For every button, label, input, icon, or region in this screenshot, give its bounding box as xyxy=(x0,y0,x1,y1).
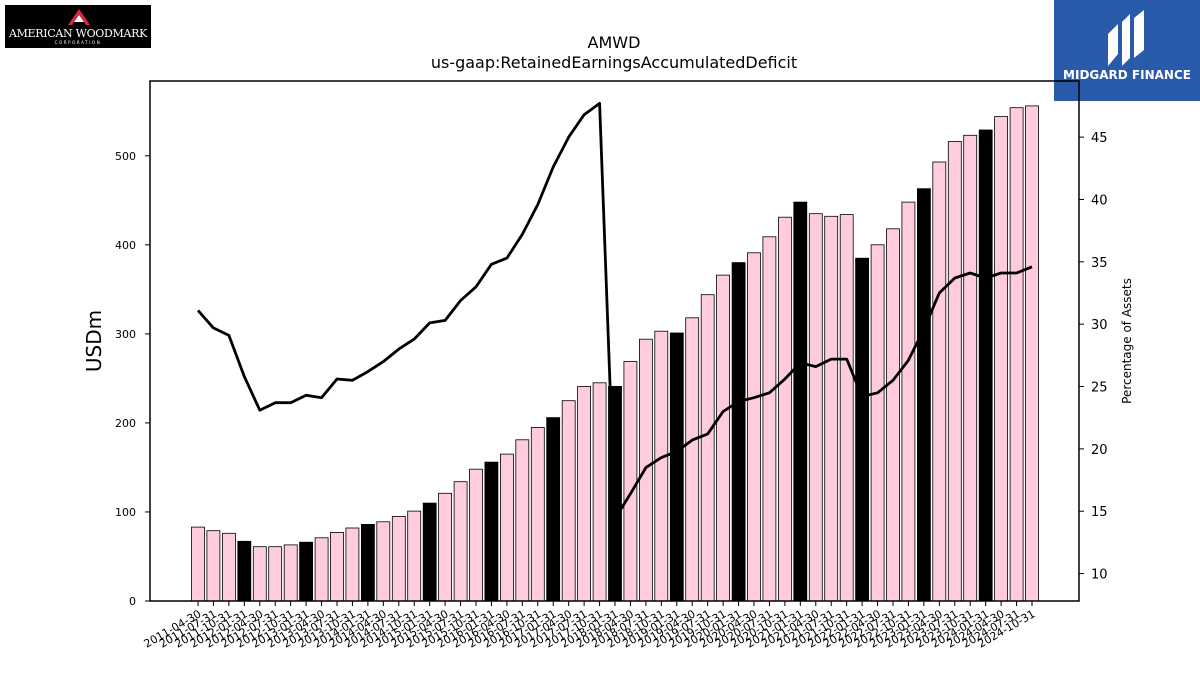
bar-2011-10-31 xyxy=(221,532,236,602)
left-logo-text: AMERICAN WOODMARK xyxy=(8,27,148,40)
bar-2016-10-31 xyxy=(530,426,545,602)
y-tick-label: 0 xyxy=(129,595,136,608)
bar-2017-01-31 xyxy=(546,417,561,602)
y-tick-label: 500 xyxy=(115,150,136,163)
bar-2022-01-31 xyxy=(855,257,869,602)
bar-2020-01-31 xyxy=(731,262,746,602)
bar-2022-07-31 xyxy=(886,228,900,602)
bar-2014-07-31 xyxy=(391,516,406,602)
bar-2020-07-31 xyxy=(762,236,777,602)
bar-2023-04-30 xyxy=(932,161,947,602)
bar-2017-04-30 xyxy=(561,400,576,602)
house-roof-icon xyxy=(68,9,90,25)
bar-2014-04-30 xyxy=(376,521,391,602)
bar-2024-10-31 xyxy=(1025,105,1039,602)
bar-2016-04-30 xyxy=(499,453,514,602)
bar-2013-10-31 xyxy=(345,527,360,602)
bar-2013-01-31 xyxy=(299,541,314,602)
bar-2018-10-31 xyxy=(654,330,669,602)
left-logo-subtext: CORPORATION xyxy=(54,40,102,45)
bar-2014-10-31 xyxy=(407,510,422,602)
bar-2024-01-31 xyxy=(978,129,993,602)
bar-2012-10-31 xyxy=(283,544,298,602)
bar-2015-01-31 xyxy=(422,502,437,602)
bar-2012-07-31 xyxy=(268,546,283,602)
y-tick-label: 300 xyxy=(115,328,136,341)
bar-2022-04-30 xyxy=(870,244,885,602)
bar-2024-04-30 xyxy=(994,116,1008,602)
y-tick-label: 100 xyxy=(115,506,136,519)
y-tick-label: 400 xyxy=(115,239,136,252)
bar-2021-01-31 xyxy=(793,201,808,602)
bar-2012-04-30 xyxy=(252,546,267,602)
bar-2019-01-31 xyxy=(669,332,684,602)
bar-2015-07-31 xyxy=(453,481,468,602)
bar-2023-07-31 xyxy=(947,141,962,602)
bar-2019-07-31 xyxy=(700,294,715,602)
bar-2013-07-31 xyxy=(330,532,344,602)
bar-2021-04-30 xyxy=(808,213,823,602)
bar-2020-04-30 xyxy=(747,252,761,602)
midgard-finance-logo: MIDGARD FINANCE xyxy=(1054,0,1200,101)
right-logo-text: MIDGARD FINANCE xyxy=(1063,68,1191,82)
y2-tick-label: 15 xyxy=(1091,505,1108,520)
bar-2015-04-30 xyxy=(438,492,453,602)
y2-tick-label: 10 xyxy=(1091,568,1108,583)
y2-tick-label: 45 xyxy=(1091,131,1108,146)
y2-tick-label: 25 xyxy=(1091,381,1108,396)
bar-2023-01-31 xyxy=(917,188,931,602)
midgard-emblem-icon xyxy=(1108,10,1144,66)
bar-2023-10-31 xyxy=(963,134,978,602)
bar-2020-10-31 xyxy=(778,216,792,602)
bar-2015-10-31 xyxy=(469,468,483,602)
chart-title: AMWD xyxy=(588,33,641,52)
y-axis-right: 10 15 20 25 30 35 40 45 xyxy=(1079,131,1108,583)
bar-2022-10-31 xyxy=(901,201,916,602)
bar-2011-04-30 xyxy=(191,526,205,602)
bar-2011-07-31 xyxy=(206,530,221,602)
y-axis-label: USDm xyxy=(82,310,106,372)
x-axis: 2011-04-302011-07-312011-10-312012-01-31… xyxy=(142,601,1038,651)
bar-2021-07-31 xyxy=(824,215,839,602)
y2-tick-label: 20 xyxy=(1091,443,1108,458)
bar-2016-07-31 xyxy=(515,439,530,602)
y2-tick-label: 30 xyxy=(1091,318,1108,333)
bar-2024-07-31 xyxy=(1009,107,1024,602)
bar-2019-04-30 xyxy=(685,317,700,602)
bar-2014-01-31 xyxy=(360,524,375,602)
bar-2012-01-31 xyxy=(237,540,252,602)
y2-tick-label: 40 xyxy=(1091,193,1108,208)
y-tick-label: 200 xyxy=(115,417,136,430)
bar-2021-10-31 xyxy=(839,214,854,602)
y-axis-left: 0 100 200 300 400 500 xyxy=(115,150,150,608)
bar-series xyxy=(191,105,1039,602)
y2-axis-label: Percentage of Assets xyxy=(1120,278,1134,404)
bar-2017-10-31 xyxy=(592,382,607,602)
bar-2013-04-30 xyxy=(314,537,329,602)
y2-tick-label: 35 xyxy=(1091,256,1108,271)
percentage-line xyxy=(196,102,1033,521)
bar-2017-07-31 xyxy=(577,385,591,602)
bar-2018-04-30 xyxy=(623,361,638,602)
bar-2019-10-31 xyxy=(716,274,730,602)
chart-subtitle: us-gaap:RetainedEarningsAccumulatedDefic… xyxy=(431,53,797,72)
bar-2016-01-31 xyxy=(484,461,499,602)
american-woodmark-logo: AMERICAN WOODMARK CORPORATION xyxy=(5,5,151,48)
